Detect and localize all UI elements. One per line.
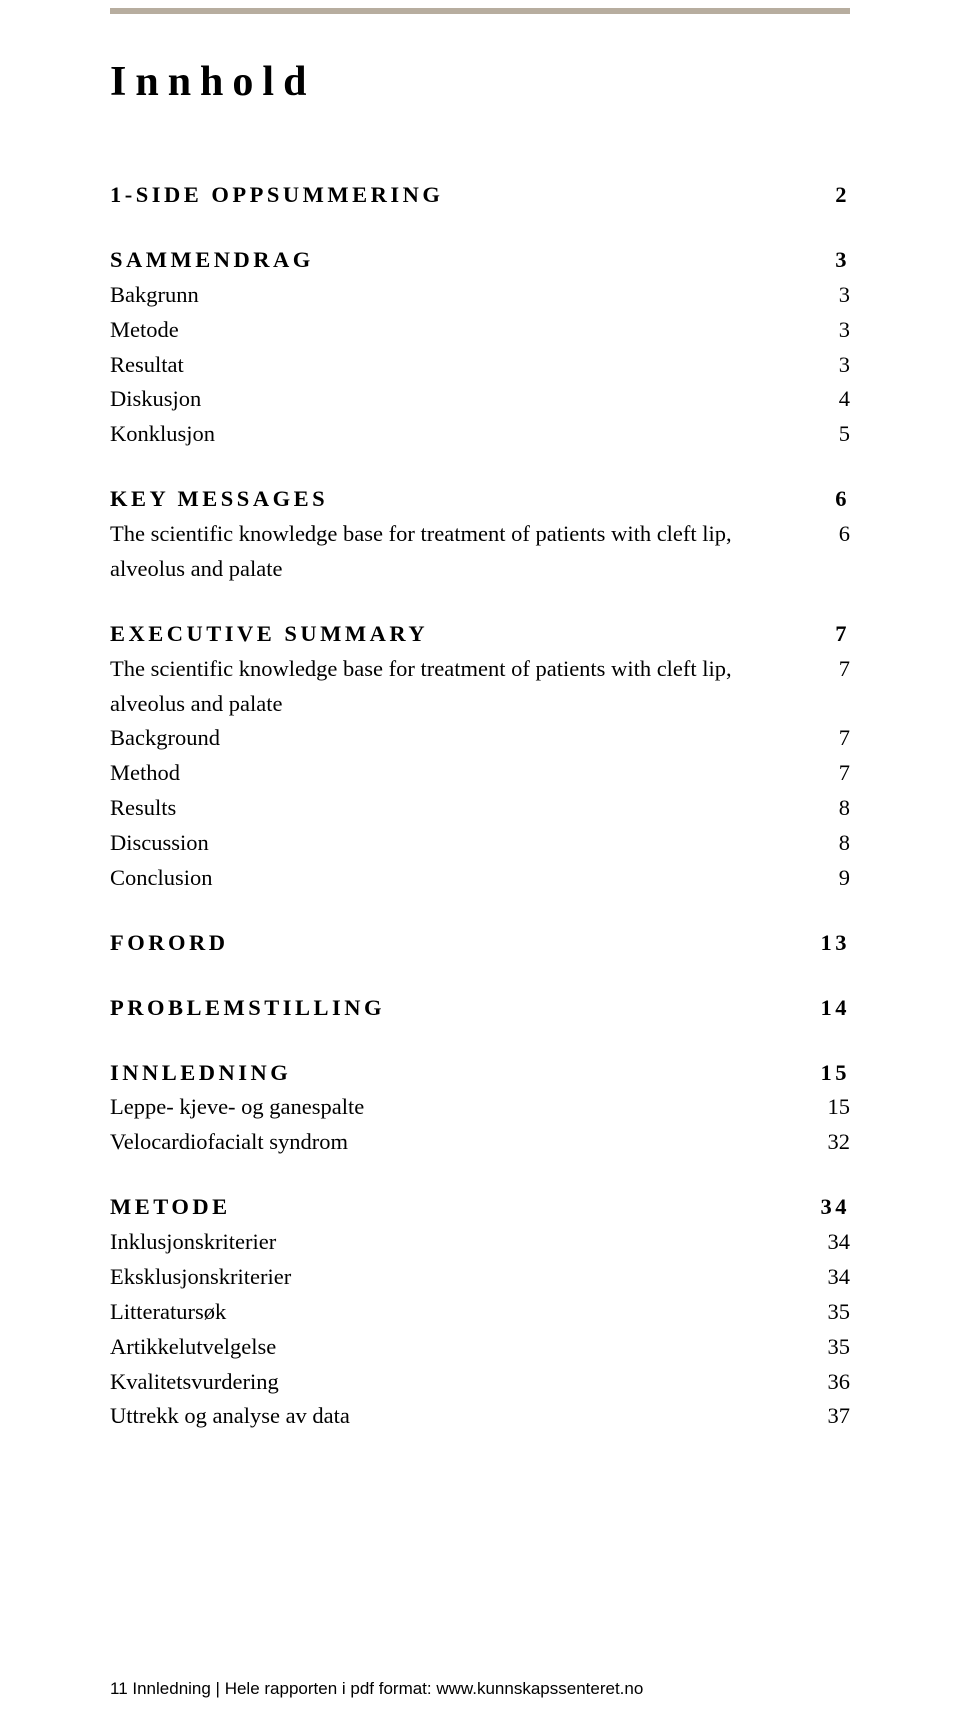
- toc-item-label: Artikkelutvelgelse: [110, 1330, 276, 1365]
- toc-section-page: 2: [835, 178, 850, 213]
- toc-item-page: 7: [839, 756, 850, 791]
- toc-item: The scientific knowledge base for treatm…: [110, 652, 850, 722]
- page: Innhold 1-SIDE OPPSUMMERING2SAMMENDRAG3B…: [0, 8, 960, 1731]
- toc-item-label: Inklusjonskriterier: [110, 1225, 276, 1260]
- toc-item: Diskusjon 4: [110, 382, 850, 417]
- toc-item-page: 7: [839, 721, 850, 756]
- toc-section-label: SAMMENDRAG: [110, 243, 314, 278]
- toc-item-page: 9: [839, 861, 850, 896]
- toc-section-label: METODE: [110, 1190, 231, 1225]
- toc-item: Bakgrunn 3: [110, 278, 850, 313]
- toc-item-page: 6: [839, 517, 850, 552]
- toc-section: KEY MESSAGES 6: [110, 482, 850, 517]
- toc-item-label: Background: [110, 721, 220, 756]
- toc-item-page: 36: [828, 1365, 851, 1400]
- toc-item: Eksklusjonskriterier 34: [110, 1260, 850, 1295]
- toc-item-label: Method: [110, 756, 180, 791]
- toc-item-page: 34: [828, 1260, 851, 1295]
- top-rule: [110, 8, 850, 14]
- toc-section-label: PROBLEMSTILLING: [110, 991, 385, 1026]
- toc-item-label: Eksklusjonskriterier: [110, 1260, 291, 1295]
- toc-item: Metode 3: [110, 313, 850, 348]
- toc-item-label: Discussion: [110, 826, 209, 861]
- toc-item-page: 35: [828, 1330, 851, 1365]
- toc-section: 1-SIDE OPPSUMMERING 2: [110, 178, 850, 213]
- toc-item-page: 3: [839, 313, 850, 348]
- toc-item: Resultat 3: [110, 348, 850, 383]
- toc-section-page: 7: [835, 617, 850, 652]
- toc-item-page: 34: [828, 1225, 851, 1260]
- toc-item-label: The scientific knowledge base for treatm…: [110, 652, 750, 722]
- toc-section-label: FORORD: [110, 926, 229, 961]
- toc-item-page: 35: [828, 1295, 851, 1330]
- toc-item-page: 8: [839, 826, 850, 861]
- toc-item-page: 8: [839, 791, 850, 826]
- toc-item: Konklusjon 5: [110, 417, 850, 452]
- toc-item-page: 37: [828, 1399, 851, 1434]
- toc-item: Kvalitetsvurdering 36: [110, 1365, 850, 1400]
- toc-item: Discussion 8: [110, 826, 850, 861]
- toc-section-page: 15: [821, 1056, 851, 1091]
- toc-section: EXECUTIVE SUMMARY 7: [110, 617, 850, 652]
- toc-section-page: 3: [835, 243, 850, 278]
- toc-item-page: 5: [839, 417, 850, 452]
- toc-item: Inklusjonskriterier 34: [110, 1225, 850, 1260]
- toc-item: Background 7: [110, 721, 850, 756]
- toc-item: Conclusion 9: [110, 861, 850, 896]
- toc-item: Litteratursøk 35: [110, 1295, 850, 1330]
- toc-item-label: Kvalitetsvurdering: [110, 1365, 279, 1400]
- toc-item-label: Konklusjon: [110, 417, 215, 452]
- toc-item: Artikkelutvelgelse 35: [110, 1330, 850, 1365]
- toc-section-label: EXECUTIVE SUMMARY: [110, 617, 428, 652]
- toc-section-page: 6: [835, 482, 850, 517]
- toc-item: Velocardiofacialt syndrom 32: [110, 1125, 850, 1160]
- toc-section-page: 14: [821, 991, 851, 1026]
- toc-item: Results 8: [110, 791, 850, 826]
- toc-section-label: INNLEDNING: [110, 1056, 291, 1091]
- toc-item: Leppe- kjeve- og ganespalte 15: [110, 1090, 850, 1125]
- toc-item-page: 3: [839, 278, 850, 313]
- toc-item-label: Metode: [110, 313, 179, 348]
- toc-section: FORORD 13: [110, 926, 850, 961]
- page-title: Innhold: [110, 58, 850, 106]
- toc-item-page: 15: [828, 1090, 851, 1125]
- toc-item: Uttrekk og analyse av data 37: [110, 1399, 850, 1434]
- toc-item-page: 7: [839, 652, 850, 687]
- toc-section: SAMMENDRAG 3: [110, 243, 850, 278]
- toc-item: The scientific knowledge base for treatm…: [110, 517, 850, 587]
- table-of-contents: 1-SIDE OPPSUMMERING 2 SAMMENDRAG 3 Bakgrunn 3…: [110, 178, 850, 1434]
- toc-item: Method 7: [110, 756, 850, 791]
- toc-section-label: 1-SIDE OPPSUMMERING: [110, 178, 443, 213]
- toc-item-label: Resultat: [110, 348, 184, 383]
- toc-section: PROBLEMSTILLING 14: [110, 991, 850, 1026]
- toc-item-page: 4: [839, 382, 850, 417]
- toc-section-label: KEY MESSAGES: [110, 482, 328, 517]
- toc-item-label: Uttrekk og analyse av data: [110, 1399, 350, 1434]
- toc-item-label: Bakgrunn: [110, 278, 199, 313]
- toc-item-page: 32: [828, 1125, 851, 1160]
- toc-section-page: 34: [821, 1190, 851, 1225]
- toc-item-page: 3: [839, 348, 850, 383]
- toc-item-label: Leppe- kjeve- og ganespalte: [110, 1090, 364, 1125]
- toc-section: METODE 34: [110, 1190, 850, 1225]
- toc-item-label: Diskusjon: [110, 382, 201, 417]
- toc-section: INNLEDNING 15: [110, 1056, 850, 1091]
- toc-item-label: Conclusion: [110, 861, 213, 896]
- toc-item-label: Velocardiofacialt syndrom: [110, 1125, 348, 1160]
- toc-item-label: Litteratursøk: [110, 1295, 226, 1330]
- footer-text: 11 Innledning | Hele rapporten i pdf for…: [110, 1679, 643, 1699]
- toc-item-label: The scientific knowledge base for treatm…: [110, 517, 750, 587]
- toc-section-page: 13: [821, 926, 851, 961]
- toc-item-label: Results: [110, 791, 176, 826]
